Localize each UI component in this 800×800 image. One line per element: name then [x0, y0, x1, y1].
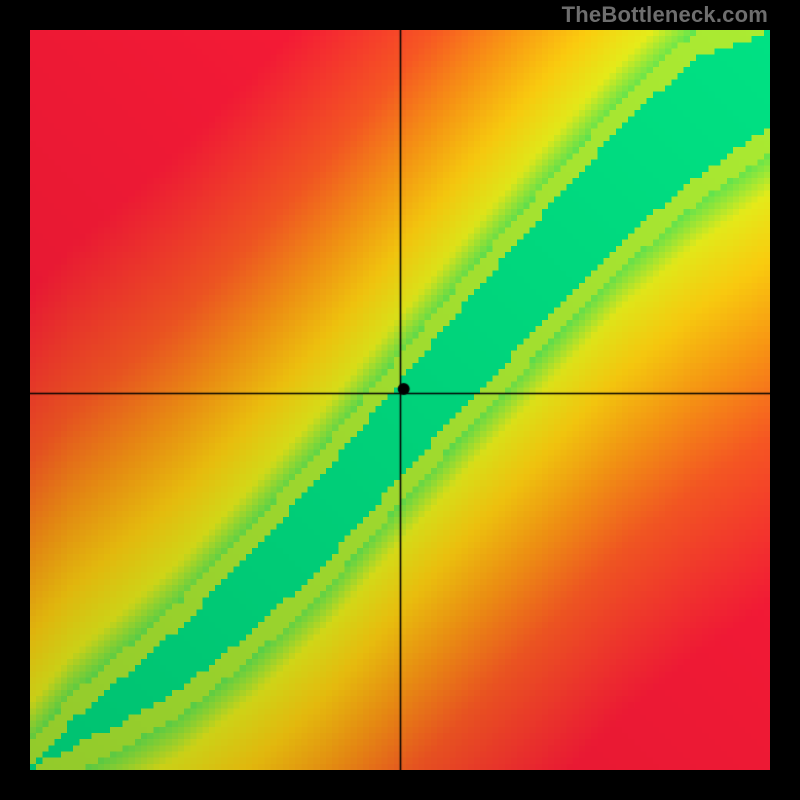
watermark-text: TheBottleneck.com [562, 2, 768, 28]
chart-container: TheBottleneck.com [0, 0, 800, 800]
heatmap-overlay [30, 30, 770, 770]
